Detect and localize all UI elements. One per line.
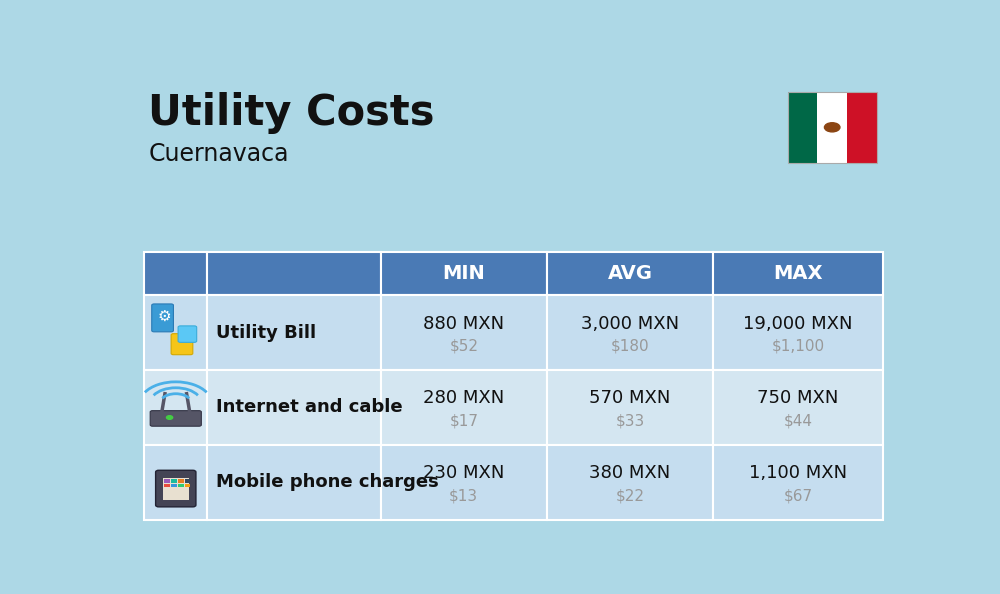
Bar (207, 295, 381, 370)
Bar (381, 445, 547, 520)
Text: $1,100: $1,100 (771, 339, 825, 353)
FancyBboxPatch shape (152, 304, 173, 332)
Bar (713, 370, 883, 445)
Text: 230 MXN: 230 MXN (423, 464, 504, 482)
Text: $13: $13 (449, 488, 478, 503)
Text: 280 MXN: 280 MXN (423, 390, 504, 407)
Bar (144, 252, 207, 295)
Bar (381, 370, 547, 445)
Text: MIN: MIN (442, 264, 485, 283)
Bar (178, 479, 184, 482)
Text: Utility Costs: Utility Costs (148, 92, 435, 134)
Bar (207, 445, 381, 520)
Bar (381, 252, 547, 295)
Bar (144, 445, 207, 520)
Text: 880 MXN: 880 MXN (423, 315, 504, 333)
Bar (185, 479, 190, 482)
Bar (207, 252, 381, 295)
Text: $44: $44 (784, 413, 813, 428)
Text: $180: $180 (611, 339, 649, 353)
Bar (817, 92, 847, 163)
Text: $67: $67 (783, 488, 813, 503)
Bar (713, 295, 883, 370)
Text: 1,100 MXN: 1,100 MXN (749, 464, 847, 482)
Text: MAX: MAX (773, 264, 823, 283)
Text: $17: $17 (449, 413, 478, 428)
Text: ⚙: ⚙ (157, 309, 171, 324)
Bar (171, 484, 177, 486)
Bar (847, 92, 877, 163)
FancyBboxPatch shape (156, 470, 196, 507)
Bar (164, 479, 170, 482)
FancyBboxPatch shape (178, 326, 197, 342)
Bar (547, 295, 713, 370)
FancyBboxPatch shape (150, 410, 201, 426)
Circle shape (166, 416, 173, 419)
Bar (178, 484, 184, 486)
Text: $52: $52 (449, 339, 478, 353)
Text: Cuernavaca: Cuernavaca (148, 142, 289, 166)
Bar (144, 370, 207, 445)
FancyBboxPatch shape (163, 478, 189, 500)
Text: 570 MXN: 570 MXN (589, 390, 671, 407)
Bar (713, 445, 883, 520)
Text: 380 MXN: 380 MXN (589, 464, 671, 482)
Bar (381, 295, 547, 370)
Bar (144, 295, 207, 370)
Bar (164, 484, 170, 486)
Text: Utility Bill: Utility Bill (216, 324, 317, 342)
Text: 19,000 MXN: 19,000 MXN (743, 315, 853, 333)
Text: AVG: AVG (607, 264, 652, 283)
Bar (171, 479, 177, 482)
Text: Mobile phone charges: Mobile phone charges (216, 473, 439, 491)
Text: 3,000 MXN: 3,000 MXN (581, 315, 679, 333)
Bar (547, 252, 713, 295)
Bar (547, 445, 713, 520)
Text: Internet and cable: Internet and cable (216, 399, 403, 416)
Bar (788, 92, 877, 163)
Bar (713, 252, 883, 295)
Bar (185, 484, 190, 486)
Text: $33: $33 (615, 413, 645, 428)
FancyBboxPatch shape (171, 334, 193, 355)
Circle shape (824, 123, 840, 132)
Bar (207, 370, 381, 445)
Text: 750 MXN: 750 MXN (757, 390, 839, 407)
Text: $22: $22 (615, 488, 644, 503)
Bar (547, 370, 713, 445)
Bar (788, 92, 817, 163)
